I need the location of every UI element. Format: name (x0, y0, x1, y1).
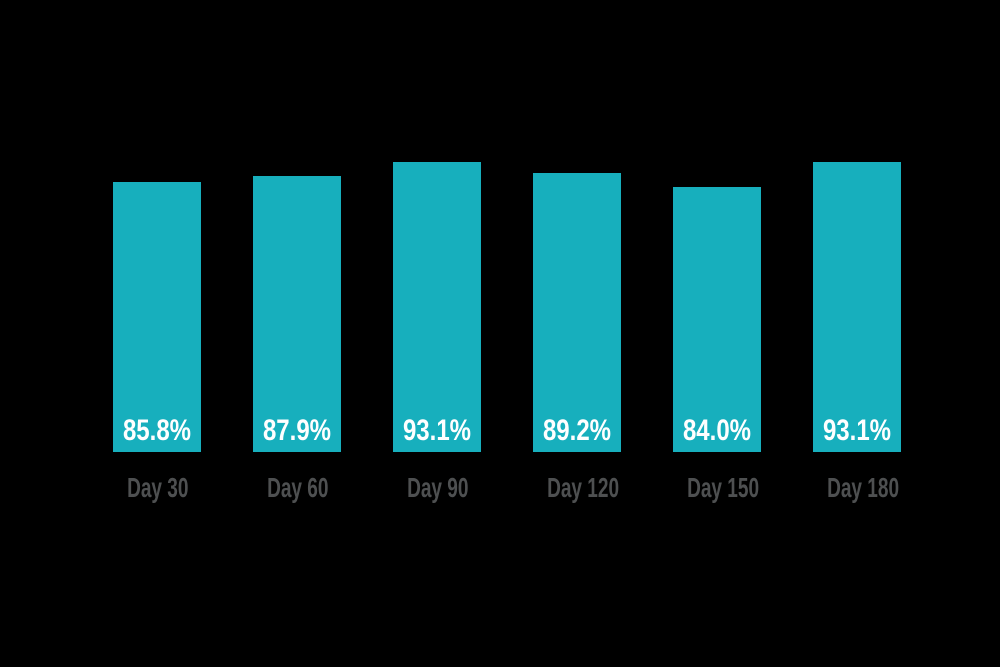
bar: 84.0% (673, 187, 761, 452)
bar-group: 85.8% Day 30 (113, 0, 201, 667)
bar-value-label: 93.1% (402, 414, 472, 447)
category-label: Day 30 (127, 472, 189, 503)
bar-value-label: 84.0% (682, 414, 752, 447)
bar-group: 89.2% Day 120 (533, 0, 621, 667)
bar-group: 84.0% Day 150 (673, 0, 761, 667)
bar-value-label: 85.8% (122, 414, 192, 447)
category-label: Day 90 (407, 472, 469, 503)
bar: 93.1% (393, 162, 481, 452)
category-label: Day 120 (547, 472, 620, 503)
bar-group: 93.1% Day 90 (393, 0, 481, 667)
bar-value-label: 87.9% (262, 414, 332, 447)
bar: 85.8% (113, 182, 201, 452)
bar-group: 93.1% Day 180 (813, 0, 901, 667)
bar: 89.2% (533, 173, 621, 452)
bar-value-label: 89.2% (542, 414, 612, 447)
bar-value-label: 93.1% (822, 414, 892, 447)
category-label: Day 150 (687, 472, 760, 503)
bar: 93.1% (813, 162, 901, 452)
category-label: Day 180 (827, 472, 900, 503)
category-label: Day 60 (267, 472, 329, 503)
bar: 87.9% (253, 176, 341, 452)
bar-group: 87.9% Day 60 (253, 0, 341, 667)
